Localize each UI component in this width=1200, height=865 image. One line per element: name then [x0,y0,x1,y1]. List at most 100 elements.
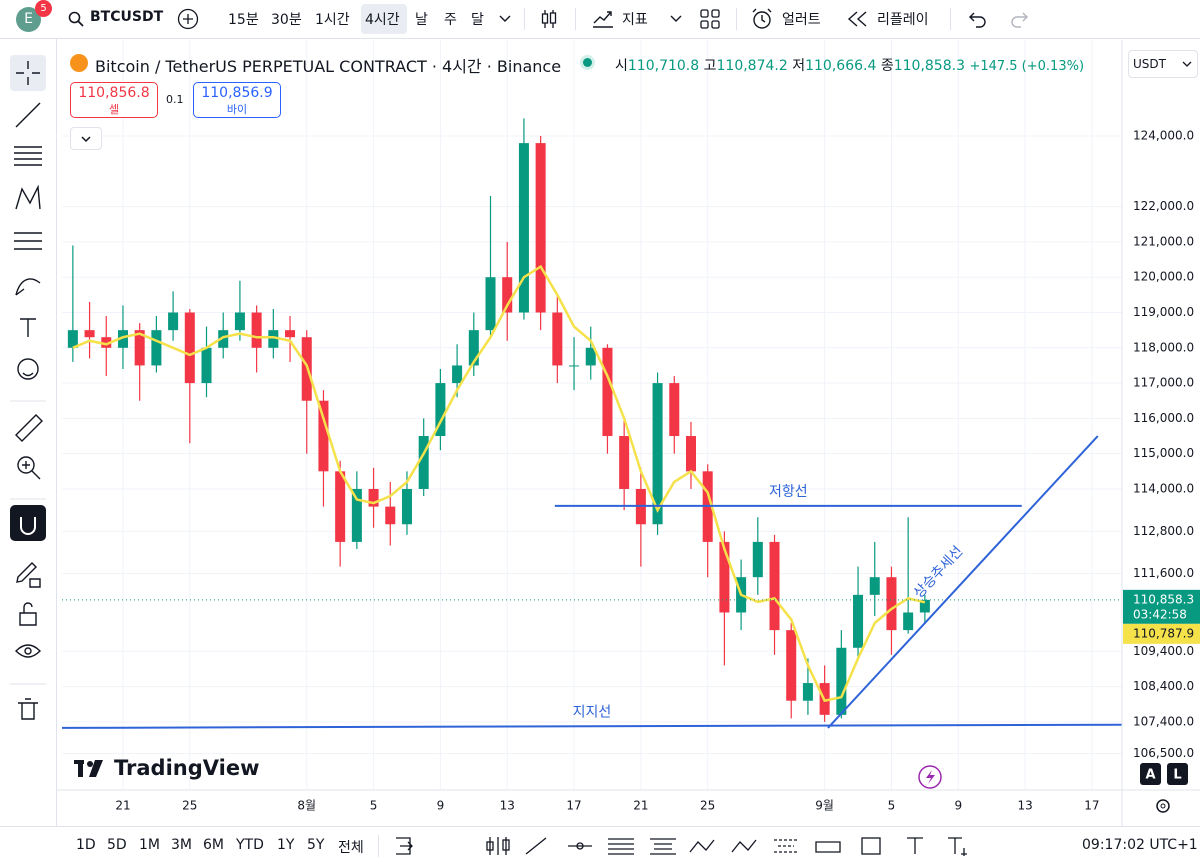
buy-button[interactable]: 110,856.9 바이 [193,82,281,118]
replay-icon[interactable] [846,10,870,28]
ohlc: 시110,710.8 고110,874.2 저110,666.4 종110,85… [615,55,1084,75]
range[interactable]: 3M [171,837,192,853]
indicator-menu[interactable] [669,14,683,24]
interval[interactable]: 15분 [228,12,259,28]
candle-body [652,383,663,525]
interval[interactable]: 1시간 [315,12,350,28]
range[interactable]: 5Y [307,837,325,853]
interval[interactable]: 30분 [271,12,302,28]
range[interactable]: 1Y [277,837,295,853]
emoji-tool[interactable] [17,358,39,380]
notification-badge: 5 [35,0,52,17]
y-tick-label: 119,000.0 [1133,305,1194,319]
sell-button[interactable]: 110,856.8 셀 [70,82,158,118]
lock-drawing-tool[interactable] [16,562,41,588]
lock-tool[interactable] [19,602,37,626]
crosshair-tool[interactable] [16,61,40,85]
y-tick-label: 112,800.0 [1133,524,1194,538]
go-to-date[interactable] [396,837,413,855]
log-scale-button[interactable] [1167,763,1188,785]
range[interactable]: YTD [236,837,264,853]
replay[interactable]: 리플레이 [877,12,929,28]
x-tick-label: 25 [700,799,715,813]
fib-tool[interactable] [608,838,634,855]
x-tick-label: 9월 [815,799,834,813]
interval[interactable]: 주 [444,12,457,28]
candle-body [101,337,112,348]
candle-body [67,330,78,348]
rect-tool[interactable] [861,837,881,855]
range[interactable]: 5D [107,837,127,853]
countdown: 03:42:58 [1133,607,1187,621]
interval[interactable]: 달 [471,12,484,28]
alert[interactable]: 얼러트 [782,12,821,28]
y-tick-label: 108,400.0 [1133,679,1194,693]
candle-body [786,630,797,701]
line-tool[interactable] [525,837,547,855]
interval-active[interactable]: 4시간 [365,12,400,28]
candle-glyph [486,841,494,851]
search-icon[interactable] [68,11,84,27]
zoom-tool[interactable] [17,456,35,474]
indicator-icon[interactable] [591,7,615,31]
text-tool[interactable] [907,837,923,854]
candle-body [134,330,145,366]
magnet-active-bg[interactable] [10,505,46,541]
redo-icon[interactable] [1009,9,1031,29]
y-tick-label: 117,000.0 [1133,376,1194,390]
alert-icon[interactable] [750,7,774,31]
projection-tool[interactable] [14,232,42,250]
pattern-tool[interactable] [15,184,41,210]
y-tick-label: 109,400.0 [1133,644,1194,658]
y-tick-label: 116,000.0 [1133,411,1194,425]
grid [62,40,1122,790]
chart-type-button[interactable] [538,8,560,30]
abcd-tool[interactable] [689,839,715,853]
top-toolbar: E 5 BTCUSDT 15분 30분 1시간 4시간 날 주 달 지표 얼러트… [0,0,1200,39]
range[interactable]: 6M [203,837,224,853]
logo-shape [87,761,93,767]
undo-icon[interactable] [966,9,988,29]
elliott-tool[interactable] [731,839,757,853]
ruler-tool[interactable] [15,414,43,442]
candle-body [585,347,596,366]
range[interactable]: 전체 [338,840,364,856]
trendline-tool[interactable] [15,102,41,128]
lightning-button[interactable] [918,765,942,789]
compare-button[interactable] [177,8,199,30]
candle-body [335,471,346,542]
candle-body [218,330,229,348]
candle-body [285,330,296,338]
brush-tool[interactable] [15,278,41,296]
channel-tool[interactable] [650,838,676,855]
eye-pupil [24,647,32,655]
fib-tool[interactable] [14,146,42,166]
projection-tool[interactable] [774,839,798,853]
interval-menu[interactable] [498,14,512,24]
currency-select[interactable]: USDT [1128,50,1198,78]
range[interactable]: 1D [76,837,96,853]
candle-body [435,383,446,437]
candle-body [685,436,696,472]
indicators[interactable]: 지표 [622,12,648,28]
symbol[interactable]: BTCUSDT [90,9,164,25]
candle-body [201,347,212,384]
text-tool[interactable] [20,318,36,337]
layout-button[interactable] [699,8,721,30]
settings-icon[interactable] [1156,799,1170,813]
auto-scale-button[interactable] [1140,763,1161,785]
visibility-tool[interactable] [15,644,41,658]
legend-toggle[interactable] [70,127,102,150]
range[interactable]: 1M [139,837,160,853]
anchored-text-tool[interactable] [948,837,967,856]
range-tool[interactable] [815,841,841,853]
y-tick-label: 107,400.0 [1133,714,1194,728]
delete-tool[interactable] [18,698,38,720]
ray-point [576,842,584,850]
candle-body [919,599,930,613]
interval[interactable]: 날 [415,12,428,28]
candle-body [385,506,396,525]
candle-body [318,400,329,472]
candle-body [401,488,412,525]
